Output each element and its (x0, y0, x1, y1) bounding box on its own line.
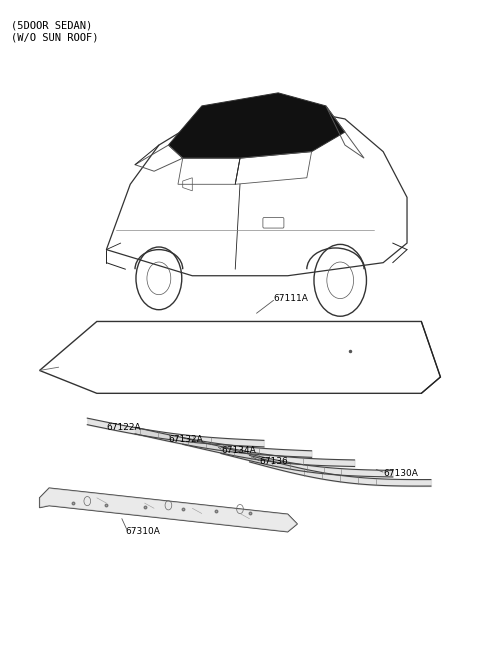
Text: (5DOOR SEDAN)
(W/O SUN ROOF): (5DOOR SEDAN) (W/O SUN ROOF) (11, 21, 98, 43)
Text: 67122A: 67122A (107, 422, 141, 432)
Text: 67130A: 67130A (383, 468, 418, 478)
Text: 67310A: 67310A (125, 527, 160, 537)
Text: 67136: 67136 (259, 457, 288, 466)
Text: 67111A: 67111A (274, 294, 308, 303)
Polygon shape (39, 488, 297, 532)
Text: 67134A: 67134A (221, 446, 256, 455)
Polygon shape (168, 93, 345, 158)
Text: 67132A: 67132A (168, 434, 203, 443)
